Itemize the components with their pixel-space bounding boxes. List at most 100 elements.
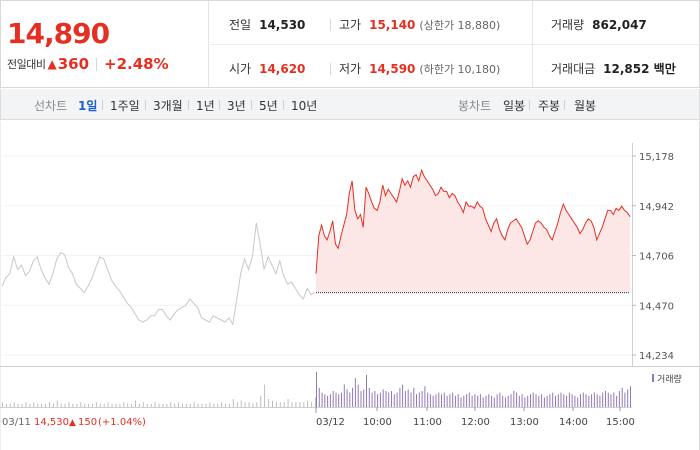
volume-bar-prev-day xyxy=(178,402,180,407)
quote-header: 14,890 전일대비 ▲ 360 +2.48% 전일 14,530 고가 15… xyxy=(0,0,700,88)
volume-bar-today xyxy=(399,387,401,407)
volume-bar-today xyxy=(605,391,606,407)
prev-day-change-pct: (+1.04%) xyxy=(98,417,146,428)
volume-bar-today xyxy=(354,378,356,407)
volume-bar-prev-day xyxy=(228,403,230,407)
volume-bar-prev-day xyxy=(166,403,168,407)
divider xyxy=(330,63,331,75)
volume-bar-today xyxy=(366,375,367,407)
volume-legend-swatch xyxy=(652,374,654,382)
volume-bar-today xyxy=(377,394,379,407)
period-1d-tab[interactable]: 1일 xyxy=(78,99,98,113)
volume-bar-prev-day xyxy=(52,403,54,407)
volume-bar-today xyxy=(560,392,562,407)
period-1w-tab[interactable]: 1주일 xyxy=(110,99,140,113)
volume-bar-today xyxy=(621,387,623,407)
volume-bar-prev-day xyxy=(37,403,39,407)
volume-bar-today xyxy=(618,391,620,407)
open-label: 시가 xyxy=(229,62,252,76)
volume-bar-today xyxy=(482,397,484,407)
volume-bar-prev-day xyxy=(138,403,140,407)
volume-bar-today xyxy=(429,394,431,407)
volume-bar-today xyxy=(566,395,568,407)
volume-bar-today xyxy=(593,392,595,407)
volume-bar-prev-day xyxy=(80,402,82,407)
volume-bar-prev-day xyxy=(5,403,7,407)
volume-bar-today xyxy=(543,397,545,407)
volume-bar-today xyxy=(346,389,348,407)
volume-bar-today xyxy=(396,392,398,407)
high-stat: 고가 15,140 (상한가 18,880) xyxy=(339,16,500,33)
prev-close-stat: 전일 14,530 xyxy=(229,16,305,33)
volume-bar-today xyxy=(580,394,581,407)
volume-bar-prev-day xyxy=(283,402,285,407)
volume-bar-today xyxy=(507,395,509,407)
today-price-line xyxy=(315,168,631,274)
divider xyxy=(210,44,700,45)
period-3y-tab[interactable]: 3년 xyxy=(227,99,246,113)
volume-bar-prev-day xyxy=(107,402,109,407)
volume-bar-prev-day xyxy=(240,400,242,407)
volume-bar-prev-day xyxy=(217,403,219,407)
period-5y-tab[interactable]: 5년 xyxy=(259,99,278,113)
volume-bar-prev-day xyxy=(76,403,78,407)
volume-bar-prev-day xyxy=(264,384,266,407)
volume-bar-prev-day xyxy=(260,395,262,407)
volume-bar-today xyxy=(624,392,626,407)
volume-bar-prev-day xyxy=(115,403,117,407)
low-value: 14,590 xyxy=(369,61,416,76)
volume-bar-today xyxy=(460,397,462,407)
volume-bar-today xyxy=(538,395,540,407)
volume-bar-prev-day xyxy=(2,402,3,407)
period-10y-tab[interactable]: 10년 xyxy=(291,99,318,113)
volume-bar-prev-day xyxy=(287,399,289,407)
volume-bar-prev-day xyxy=(99,403,101,407)
candle-daily-tab[interactable]: 일봉 xyxy=(503,99,526,113)
volume-bar-today xyxy=(505,397,506,407)
today-price-area xyxy=(316,170,630,293)
volume-bar-today xyxy=(368,387,370,407)
volume-bar-prev-day xyxy=(307,400,309,407)
volume-bar-prev-day xyxy=(232,399,234,407)
volume-bar-today xyxy=(502,395,504,407)
volume-bar-today xyxy=(435,394,437,407)
candle-weekly-tab[interactable]: 주봉 xyxy=(538,99,561,113)
volume-stat: 거래량 862,047 xyxy=(551,16,647,33)
price-chart[interactable]: 15,178 14,942 14,706 14,470 14,234 거래량 0… xyxy=(0,121,700,450)
volume-bar-today xyxy=(388,392,390,407)
time-label: 12:00 xyxy=(461,417,490,428)
y-tick-label: 14,234 xyxy=(639,351,674,362)
volume-bar-prev-day xyxy=(315,397,316,407)
y-tick-label: 14,470 xyxy=(639,301,674,312)
volume-bar-prev-day xyxy=(158,403,160,407)
volume-bar-today xyxy=(513,391,515,407)
volume-bar-today xyxy=(379,392,381,407)
volume-bar-today xyxy=(421,391,423,407)
volume-bar-today xyxy=(446,395,448,407)
volume-bar-prev-day xyxy=(45,403,46,407)
volume-bar-prev-day xyxy=(72,403,74,407)
period-1y-tab[interactable]: 1년 xyxy=(196,99,215,113)
volume-bar-prev-day xyxy=(174,403,176,407)
candle-monthly-tab[interactable]: 월봉 xyxy=(574,99,597,113)
volume-bar-today xyxy=(471,395,473,407)
volume-bar-today xyxy=(518,395,520,407)
volume-bar-today xyxy=(343,384,345,407)
volume-bar-prev-day xyxy=(21,403,23,407)
prev-day-price-line xyxy=(1,222,316,326)
volume-bar-today xyxy=(488,394,490,407)
amount-stat: 거래대금 12,852 백만 xyxy=(551,60,676,77)
prev-day-date: 03/11 xyxy=(2,417,31,428)
volume-bar-today xyxy=(457,394,459,407)
period-3m-tab[interactable]: 3개월 xyxy=(153,99,183,113)
prev-close-value: 14,530 xyxy=(259,17,306,32)
volume-bar-today xyxy=(363,389,365,407)
volume-bar-today xyxy=(602,392,604,407)
divider xyxy=(330,19,331,31)
volume-bar-today xyxy=(568,392,570,407)
volume-bar-today xyxy=(449,394,451,407)
volume-bar-today xyxy=(452,392,454,407)
low-label: 저가 xyxy=(339,62,362,76)
volume-bar-prev-day xyxy=(268,399,270,407)
divider xyxy=(96,57,98,71)
